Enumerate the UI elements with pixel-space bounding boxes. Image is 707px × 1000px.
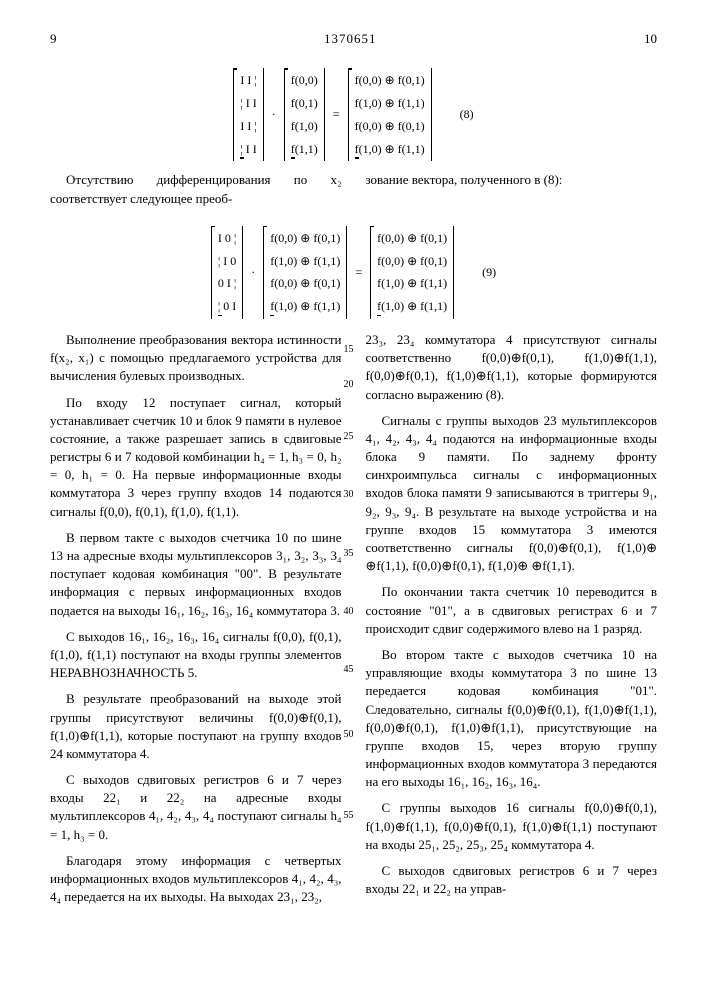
paragraph: В результате преобразований на выходе эт… — [50, 690, 342, 763]
left-column: Выполнение преобразования вектора истинн… — [50, 331, 342, 914]
paragraph: Выполнение преобразования вектора истинн… — [50, 331, 342, 386]
mid-text-row: Отсутствию дифференцирования по x₂ соотв… — [50, 171, 657, 215]
line-number: 45 — [344, 663, 354, 677]
page-number-right: 10 — [644, 30, 657, 48]
document-number: 1370651 — [57, 30, 645, 48]
matrix-9-left: I 0 ¦ ¦ I 0 0 I ¦ ¦ 0 I — [211, 226, 243, 319]
matrix-9-vec: f(0,0) ⊕ f(0,1) f(1,0) ⊕ f(1,1) f(0,0) ⊕… — [263, 226, 347, 319]
line-number: 20 — [344, 378, 354, 392]
paragraph: Благодаря этому информация с четвертых и… — [50, 852, 342, 907]
line-number: 30 — [344, 488, 354, 502]
mid-text-right: зование вектора, полученного в (8): — [366, 171, 658, 189]
paragraph: По окончании такта счетчик 10 переводитс… — [366, 583, 658, 638]
right-column: 23₃, 23₄ коммутатора 4 присутствуют сигн… — [366, 331, 658, 914]
line-number: 15 — [344, 343, 354, 357]
paragraph: С группы выходов 16 сигналы f(0,0)⊕f(0,1… — [366, 799, 658, 854]
paragraph: С выходов 16₁, 16₂, 16₃, 16₄ сигналы f(0… — [50, 628, 342, 683]
dot-operator: · — [272, 106, 276, 123]
matrix-8-result: f(0,0) ⊕ f(0,1) f(1,0) ⊕ f(1,1) f(0,0) ⊕… — [348, 68, 432, 161]
equation-8: I I ¦ ¦ I I I I ¦ ¦ I I · f(0,0) f(0,1) … — [50, 68, 657, 161]
line-number: 35 — [344, 547, 354, 561]
equals-sign: = — [333, 106, 340, 123]
line-number: 50 — [344, 728, 354, 742]
line-number: 40 — [344, 605, 354, 619]
dot-operator: · — [251, 264, 255, 281]
paragraph: 23₃, 23₄ коммутатора 4 присутствуют сигн… — [366, 331, 658, 404]
paragraph: По входу 12 поступает сигнал, который ус… — [50, 394, 342, 521]
mid-text-left: Отсутствию дифференцирования по x₂ соотв… — [50, 171, 342, 207]
paragraph: Сигналы с группы выходов 23 мультиплексо… — [366, 412, 658, 576]
equation-number-9: (9) — [482, 264, 496, 281]
line-number: 55 — [344, 809, 354, 823]
equation-9: I 0 ¦ ¦ I 0 0 I ¦ ¦ 0 I · f(0,0) ⊕ f(0,1… — [50, 226, 657, 319]
paragraph: Во втором такте с выходов счетчика 10 на… — [366, 646, 658, 792]
matrix-8-left: I I ¦ ¦ I I I I ¦ ¦ I I — [233, 68, 263, 161]
equals-sign: = — [355, 264, 362, 281]
paragraph: С выходов сдвиговых регистров 6 и 7 чере… — [366, 862, 658, 898]
page-header: 9 1370651 10 — [50, 30, 657, 48]
matrix-9-result: f(0,0) ⊕ f(0,1) f(0,0) ⊕ f(0,1) f(1,0) ⊕… — [370, 226, 454, 319]
equation-number-8: (8) — [460, 106, 474, 123]
line-number: 25 — [344, 430, 354, 444]
paragraph: В первом такте с выходов счетчика 10 по … — [50, 529, 342, 620]
paragraph: С выходов сдвиговых регистров 6 и 7 чере… — [50, 771, 342, 844]
body-columns: 15 20 25 30 35 40 45 50 55 Выполнение пр… — [50, 331, 657, 914]
matrix-8-vec: f(0,0) f(0,1) f(1,0) f(1,1) — [284, 68, 325, 161]
